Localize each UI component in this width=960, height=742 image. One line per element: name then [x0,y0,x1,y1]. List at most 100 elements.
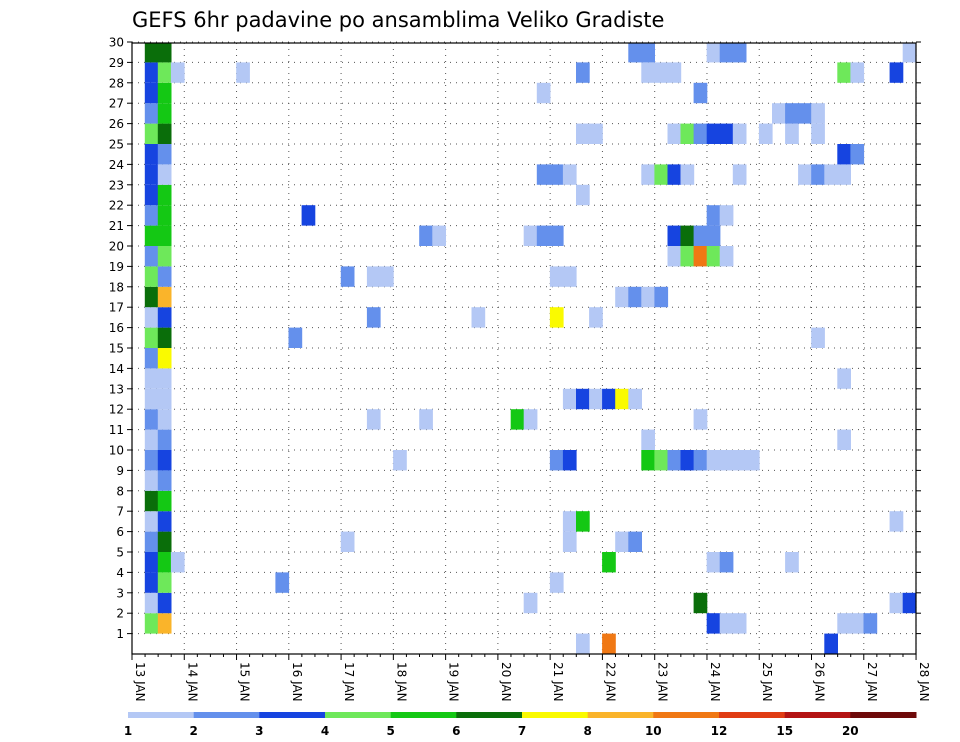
y-tick-label: 21 [109,219,124,233]
heatmap-cell [157,368,172,389]
y-tick-label: 7 [116,505,124,519]
heatmap-cell [144,613,159,634]
heatmap-cell [837,429,851,450]
heatmap-cell [745,450,760,471]
heatmap-cell [576,184,590,206]
color-scale-label: 3 [255,724,263,738]
heatmap-cell [589,388,603,410]
heatmap-cell [576,511,590,532]
chart-title: GEFS 6hr padavine po ansamblima Veliko G… [132,8,664,32]
heatmap-cell [641,450,655,471]
heatmap-cell [144,348,159,369]
x-tick-label: 24 JAN [708,662,722,702]
y-tick-label: 15 [109,342,124,356]
heatmap-cell [340,531,355,552]
heatmap-cell [157,144,172,165]
heatmap-cell [144,490,159,512]
y-tick-label: 8 [116,484,124,498]
heatmap-cell [693,123,708,144]
color-scale-swatch [784,712,851,718]
heatmap-cell [680,246,695,267]
heatmap-cell [157,511,172,532]
heatmap-cell [667,123,682,144]
y-tick-label: 29 [109,56,124,70]
color-scale-legend: 1 2 3 4 5 6 7 8 10 12 15 20 [124,712,917,738]
heatmap-cell [144,205,159,226]
heatmap-cell [144,225,159,246]
color-scale-label: 12 [711,724,728,738]
heatmap-cell [144,368,159,389]
y-tick-label: 20 [109,240,124,254]
heatmap-cell [641,164,655,185]
y-tick-label: 1 [116,627,124,641]
x-tick-label: 22 JAN [603,662,617,702]
heatmap-cell [667,450,682,471]
heatmap-cell [157,164,172,185]
heatmap-cell [719,43,734,63]
heatmap-cell [340,266,355,287]
x-tick-label: 21 JAN [551,662,565,702]
heatmap-cell [366,266,381,287]
heatmap-cell [510,409,525,430]
heatmap-cell [157,246,172,267]
heatmap-cell [902,592,917,614]
y-tick-label: 16 [109,321,124,335]
y-tick-label: 5 [116,546,124,560]
heatmap-cell [157,43,172,63]
heatmap-cell [667,164,682,185]
heatmap-cell [837,368,851,389]
heatmap-cell [732,43,747,63]
color-scale-swatch [259,712,326,718]
heatmap-cell [549,450,564,471]
heatmap-cell [628,388,642,410]
heatmap-cell [366,409,381,430]
heatmap-cell [693,409,708,430]
heatmap-cell [366,307,381,328]
heatmap-cell [654,164,669,185]
heatmap-cells [144,43,917,654]
heatmap-cell [157,62,172,83]
heatmap-cell [144,144,159,165]
heatmap-cell [144,62,159,83]
heatmap-cell [628,43,642,63]
heatmap-cell [706,246,721,267]
heatmap-cell [693,225,708,246]
color-scale-swatch [456,712,523,718]
heatmap-cell [785,123,799,144]
heatmap-cell [706,205,721,226]
heatmap-cell [732,450,747,471]
heatmap-cell [170,552,185,573]
heatmap-cell [157,470,172,491]
y-tick-label: 2 [116,607,124,621]
heatmap-cell [719,205,734,226]
heatmap-cell [641,286,655,308]
y-tick-label: 6 [116,525,124,539]
heatmap-cell [628,286,642,308]
color-scale-swatch [653,712,720,718]
y-axis: 1234567891011121314151617181920212223242… [109,36,921,641]
x-tick-label: 17 JAN [342,662,356,702]
y-tick-label: 13 [109,382,124,396]
y-tick-label: 22 [109,199,124,213]
heatmap-cell [144,307,159,328]
heatmap-cell [811,103,825,124]
heatmap-cell [667,62,682,83]
heatmap-cell [549,572,564,593]
heatmap-cell [889,592,904,614]
heatmap-cell [837,613,851,634]
heatmap-cell [798,164,812,185]
heatmap-cell [157,348,172,369]
heatmap-cell [419,409,433,430]
heatmap-cell [850,62,865,83]
heatmap-cell [157,266,172,287]
heatmap-cell [850,613,865,634]
heatmap-cell [536,82,551,104]
heatmap-cell [301,205,316,226]
heatmap-cell [628,531,642,552]
heatmap-cell [837,164,851,185]
heatmap-cell [562,388,577,410]
color-scale-label: 6 [452,724,460,738]
heatmap-cell [693,82,708,104]
heatmap-cell [157,592,172,614]
y-tick-label: 19 [109,260,124,274]
